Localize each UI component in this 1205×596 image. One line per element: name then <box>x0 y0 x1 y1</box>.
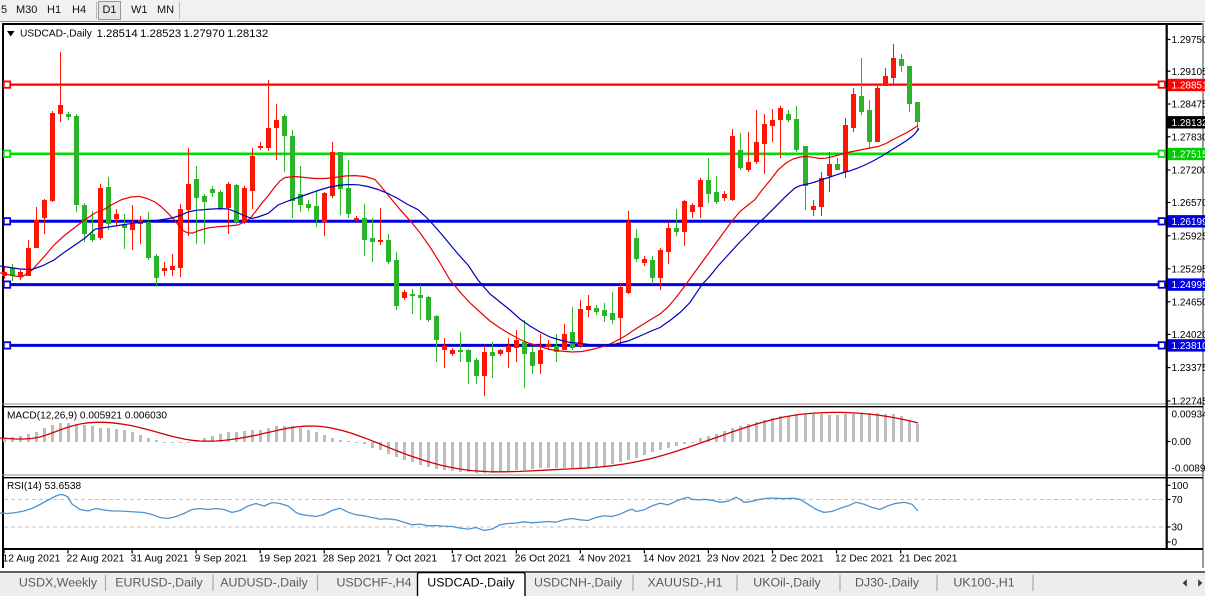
svg-text:1.27515: 1.27515 <box>1172 150 1205 161</box>
svg-text:0.00: 0.00 <box>1172 437 1192 448</box>
svg-text:1.24995: 1.24995 <box>1172 280 1205 291</box>
svg-text:28 Sep 2021: 28 Sep 2021 <box>323 554 382 565</box>
svg-text:USDCNH-,Daily: USDCNH-,Daily <box>534 576 623 590</box>
svg-text:1.26570: 1.26570 <box>1172 198 1205 209</box>
svg-text:19 Sep 2021: 19 Sep 2021 <box>259 554 318 565</box>
svg-text:1.27970: 1.27970 <box>184 28 225 40</box>
svg-text:UKOil-,Daily: UKOil-,Daily <box>753 576 821 590</box>
svg-text:1.28475: 1.28475 <box>1172 100 1205 111</box>
svg-text:USDCAD-,Daily: USDCAD-,Daily <box>20 29 93 40</box>
svg-text:1.28132: 1.28132 <box>227 28 268 40</box>
svg-text:1.24020: 1.24020 <box>1172 330 1205 341</box>
svg-text:1.24650: 1.24650 <box>1172 297 1205 308</box>
svg-text:26 Oct 2021: 26 Oct 2021 <box>515 554 571 565</box>
svg-text:1.25925: 1.25925 <box>1172 231 1205 242</box>
svg-text:DJ30-,Daily: DJ30-,Daily <box>855 576 920 590</box>
svg-text:100: 100 <box>1172 481 1189 492</box>
svg-text:23 Nov 2021: 23 Nov 2021 <box>707 554 766 565</box>
svg-text:1.29750: 1.29750 <box>1172 35 1205 46</box>
svg-text:1.23810: 1.23810 <box>1172 341 1205 352</box>
svg-text:9 Sep 2021: 9 Sep 2021 <box>195 554 248 565</box>
svg-text:1.28523: 1.28523 <box>140 28 181 40</box>
svg-text:USDX,Weekly: USDX,Weekly <box>19 576 98 590</box>
svg-text:31 Aug 2021: 31 Aug 2021 <box>131 554 189 565</box>
svg-text:14 Nov 2021: 14 Nov 2021 <box>643 554 702 565</box>
svg-text:21 Dec 2021: 21 Dec 2021 <box>899 554 958 565</box>
svg-text:AUDUSD-,Daily: AUDUSD-,Daily <box>220 576 308 590</box>
svg-text:1.26199: 1.26199 <box>1172 217 1205 228</box>
svg-text:RSI(14) 53.6538: RSI(14) 53.6538 <box>7 481 81 492</box>
svg-text:70: 70 <box>1172 495 1184 506</box>
svg-text:4 Nov 2021: 4 Nov 2021 <box>579 554 632 565</box>
svg-text:-0.008905: -0.008905 <box>1172 464 1205 475</box>
svg-text:1.23375: 1.23375 <box>1172 363 1205 374</box>
svg-text:1.28514: 1.28514 <box>97 28 138 40</box>
svg-text:1.22745: 1.22745 <box>1172 397 1205 408</box>
svg-text:1.27200: 1.27200 <box>1172 166 1205 177</box>
svg-text:17 Oct 2021: 17 Oct 2021 <box>451 554 507 565</box>
svg-text:1.28851: 1.28851 <box>1172 81 1205 92</box>
svg-text:MACD(12,26,9) 0.005921 0.00603: MACD(12,26,9) 0.005921 0.006030 <box>7 411 167 422</box>
svg-text:XAUUSD-,H1: XAUUSD-,H1 <box>647 576 722 590</box>
svg-text:USDCHF-,H4: USDCHF-,H4 <box>336 576 411 590</box>
svg-text:USDCAD-,Daily: USDCAD-,Daily <box>427 576 515 590</box>
svg-text:12 Aug 2021: 12 Aug 2021 <box>3 554 61 565</box>
svg-text:1.25295: 1.25295 <box>1172 264 1205 275</box>
svg-text:0.009345: 0.009345 <box>1172 409 1205 420</box>
svg-text:UK100-,H1: UK100-,H1 <box>953 576 1014 590</box>
svg-text:1.28132: 1.28132 <box>1172 118 1205 129</box>
svg-text:1.27830: 1.27830 <box>1172 132 1205 143</box>
svg-text:2 Dec 2021: 2 Dec 2021 <box>771 554 824 565</box>
svg-text:1.29105: 1.29105 <box>1172 67 1205 78</box>
svg-text:22 Aug 2021: 22 Aug 2021 <box>67 554 125 565</box>
svg-text:30: 30 <box>1172 523 1184 534</box>
svg-text:12 Dec 2021: 12 Dec 2021 <box>835 554 894 565</box>
svg-text:EURUSD-,Daily: EURUSD-,Daily <box>115 576 203 590</box>
svg-text:7 Oct 2021: 7 Oct 2021 <box>387 554 438 565</box>
svg-text:0: 0 <box>1172 538 1178 549</box>
